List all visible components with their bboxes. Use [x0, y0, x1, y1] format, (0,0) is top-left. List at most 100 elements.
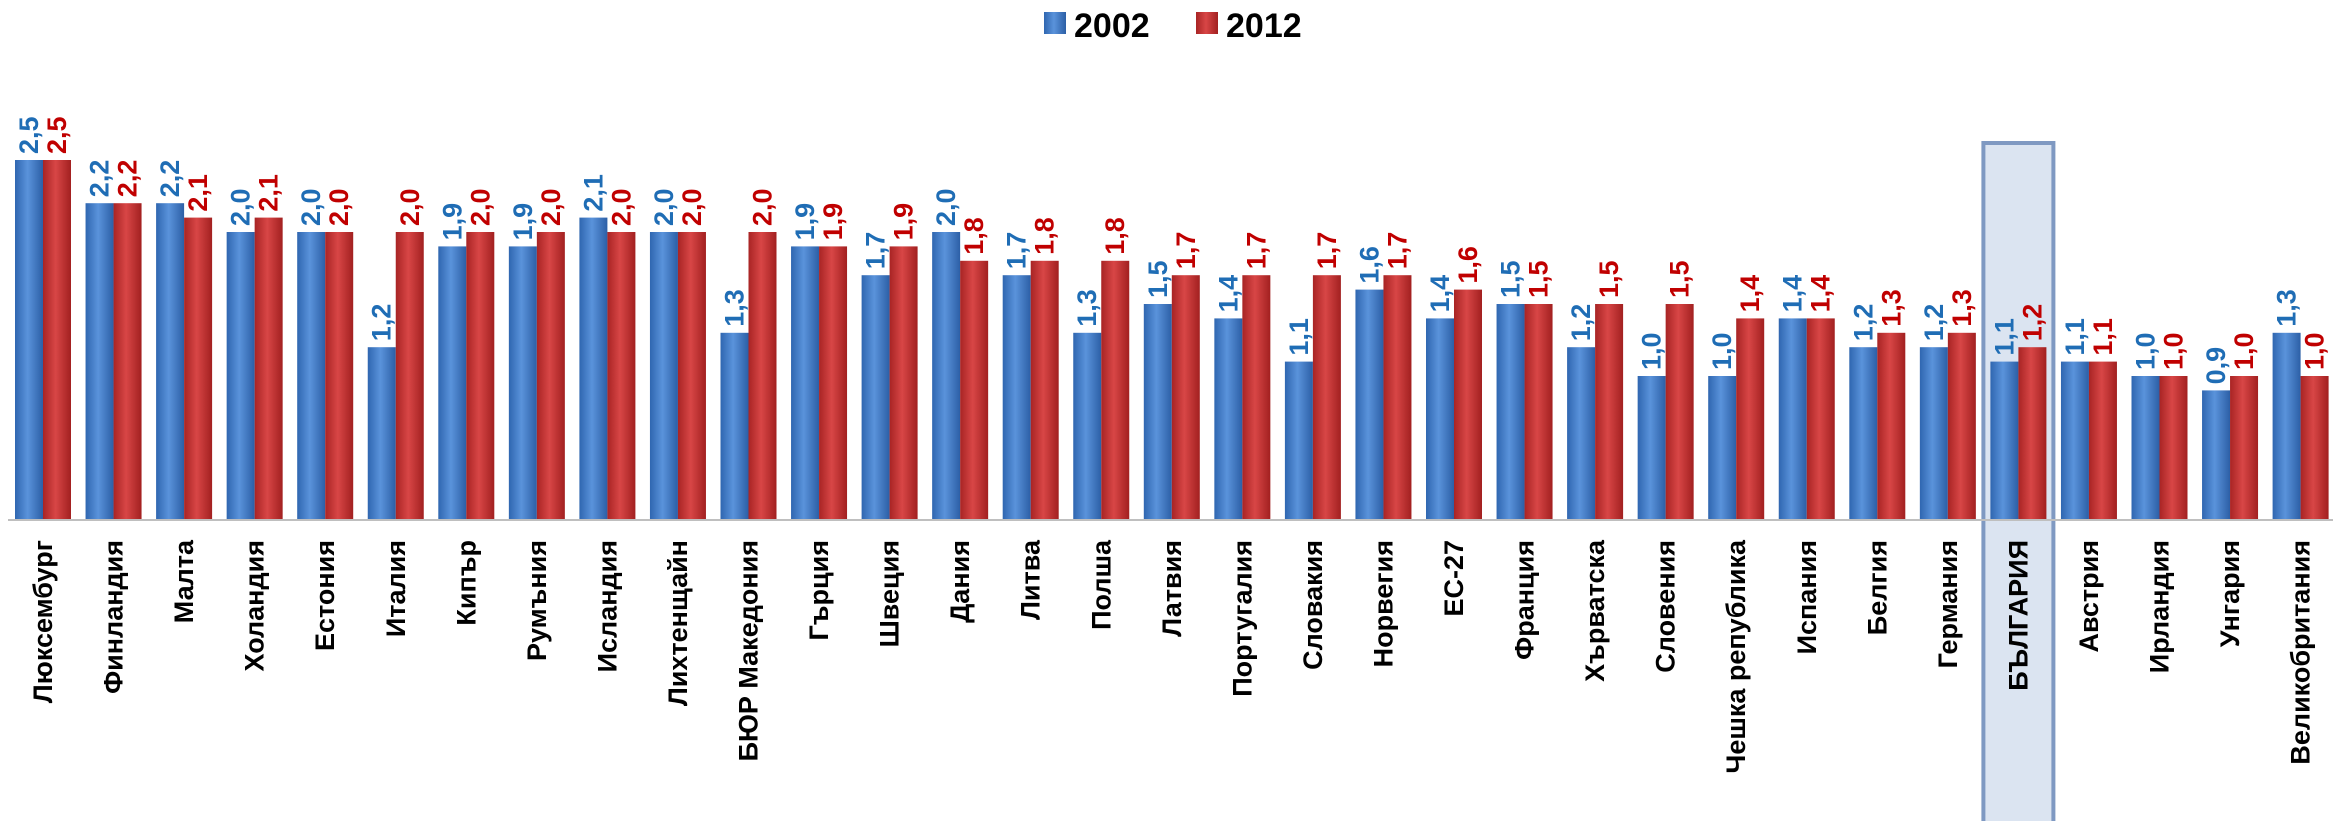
bar-2002-cat-9: [649, 232, 678, 520]
bar-2002-cat-8: [579, 217, 608, 520]
bar-2012-cat-27: [1947, 332, 1976, 520]
value-label-2012-cat-32: 1,0: [2300, 332, 2330, 370]
bar-2012-cat-8: [607, 232, 636, 520]
bar-2002-cat-15: [1073, 332, 1102, 520]
category-label-cat-27: Германия: [1933, 540, 1963, 668]
bar-2002-cat-14: [1002, 275, 1031, 520]
bar-2002-cat-30: [2131, 376, 2160, 520]
value-labels: 2,52,52,22,2 2,22,1 2,02,1 2,02,01,22,0 1,92…: [14, 116, 2330, 384]
bar-2012-cat-11: [819, 246, 848, 520]
legend: 2002 2012: [1044, 7, 1302, 45]
value-label-2002-cat-12: 1,7: [861, 232, 891, 270]
category-label-cat-19: Норвегия: [1368, 540, 1398, 667]
category-label-cat-31: Унгария: [2215, 540, 2245, 647]
category-label-cat-11: Гърция: [804, 540, 834, 640]
bar-2002-cat-11: [791, 246, 820, 520]
bar-2012-cat-16: [1171, 275, 1200, 520]
bar-2012-cat-12: [889, 246, 918, 520]
category-label-cat-18: Словакия: [1298, 540, 1328, 670]
bar-2002-cat-22: [1567, 347, 1596, 520]
bar-2012-cat-10: [748, 232, 777, 520]
value-label-2002-cat-7: 1,9: [508, 203, 538, 241]
bar-2012-cat-19: [1383, 275, 1412, 520]
value-label-2012-cat-24: 1,4: [1735, 275, 1765, 313]
bar-2002-cat-2: [156, 203, 185, 520]
category-label-cat-23: Словения: [1651, 540, 1681, 673]
value-label-2012-cat-21: 1,5: [1524, 260, 1554, 298]
category-label-cat-3: Холандия: [240, 540, 270, 671]
value-label-2002-cat-2: 2,2: [155, 160, 185, 198]
value-label-2012-cat-8: 2,0: [606, 188, 636, 226]
bar-2002-cat-10: [720, 332, 749, 520]
bar-2012-cat-4: [325, 232, 354, 520]
value-label-2012-cat-23: 1,5: [1665, 260, 1695, 298]
bar-2012-cat-7: [536, 232, 565, 520]
value-label-2012-cat-4: 2,0: [324, 188, 354, 226]
category-label-cat-2: Малта: [169, 539, 199, 623]
value-label-2002-cat-18: 1,1: [1284, 318, 1314, 356]
value-label-2012-cat-25: 1,4: [1806, 275, 1836, 313]
bar-2012-cat-26: [1877, 332, 1906, 520]
bar-2012-cat-29: [2088, 361, 2117, 520]
category-label-cat-12: Швеция: [875, 540, 905, 647]
value-label-2012-cat-11: 1,9: [818, 203, 848, 241]
bar-2012-cat-32: [2300, 376, 2329, 520]
value-label-2012-cat-10: 2,0: [748, 188, 778, 226]
value-label-2012-cat-29: 1,1: [2088, 318, 2118, 356]
bar-2002-cat-5: [367, 347, 396, 520]
value-label-2012-cat-12: 1,9: [889, 203, 919, 241]
bar-2002-cat-26: [1849, 347, 1878, 520]
bar-2012-cat-22: [1595, 304, 1624, 520]
bar-2012-cat-1: [113, 203, 142, 520]
value-label-2002-cat-15: 1,3: [1072, 289, 1102, 327]
bar-2002-cat-16: [1143, 304, 1172, 520]
bar-2002-cat-17: [1214, 318, 1243, 520]
bar-2002-cat-18: [1284, 361, 1313, 520]
value-label-2002-cat-29: 1,1: [2060, 318, 2090, 356]
category-label-cat-28: БЪЛГАРИЯ: [2003, 540, 2033, 691]
value-label-2012-cat-15: 1,8: [1100, 217, 1130, 255]
value-label-2012-cat-31: 1,0: [2229, 332, 2259, 370]
bar-2002-cat-32: [2272, 332, 2301, 520]
bar-2012-cat-23: [1665, 304, 1694, 520]
value-label-2012-cat-3: 2,1: [254, 174, 284, 212]
value-label-2002-cat-8: 2,1: [578, 174, 608, 212]
bar-2012-cat-20: [1454, 289, 1482, 520]
value-label-2002-cat-20: 1,4: [1425, 275, 1455, 313]
category-label-cat-29: Австрия: [2074, 540, 2104, 653]
value-label-2002-cat-27: 1,2: [1919, 304, 1949, 342]
category-label-cat-30: Ирландия: [2145, 540, 2175, 673]
value-label-2012-cat-13: 1,8: [959, 217, 989, 255]
bar-2012-cat-31: [2230, 376, 2259, 520]
bars: [15, 160, 2329, 520]
category-label-cat-6: Кипър: [451, 540, 481, 626]
value-label-2002-cat-21: 1,5: [1496, 260, 1526, 298]
value-label-2002-cat-0: 2,5: [14, 116, 44, 154]
value-label-2002-cat-1: 2,2: [85, 160, 115, 198]
category-label-cat-20: ЕС-27: [1439, 540, 1469, 617]
value-label-2002-cat-23: 1,0: [1637, 332, 1667, 370]
category-label-cat-4: Естония: [310, 540, 340, 651]
value-label-2002-cat-16: 1,5: [1143, 260, 1173, 298]
value-label-2012-cat-9: 2,0: [677, 188, 707, 226]
value-label-2012-cat-5: 2,0: [395, 188, 425, 226]
bar-2002-cat-24: [1708, 376, 1737, 520]
category-label-cat-0: Люксембург: [28, 540, 58, 703]
bar-2012-cat-9: [677, 232, 706, 520]
category-label-cat-1: Финландия: [99, 540, 129, 694]
bar-2012-cat-21: [1524, 304, 1553, 520]
category-labels: Люксембург Финландия Малта Холандия Естония И…: [28, 539, 2316, 774]
category-label-cat-13: Дания: [945, 540, 975, 623]
value-label-2002-cat-26: 1,2: [1848, 304, 1878, 342]
bar-2002-cat-1: [85, 203, 114, 520]
category-label-cat-14: Литва: [1016, 539, 1046, 620]
category-label-cat-25: Испания: [1792, 540, 1822, 654]
value-label-2002-cat-3: 2,0: [226, 188, 256, 226]
value-label-2012-cat-2: 2,1: [183, 174, 213, 212]
bar-2002-cat-13: [932, 232, 961, 520]
bar-2012-cat-2: [184, 217, 213, 520]
value-label-2002-cat-24: 1,0: [1707, 332, 1737, 370]
bar-2002-cat-6: [438, 246, 467, 520]
value-label-2012-cat-17: 1,7: [1241, 232, 1271, 270]
legend-label-2002: 2002: [1074, 7, 1150, 45]
